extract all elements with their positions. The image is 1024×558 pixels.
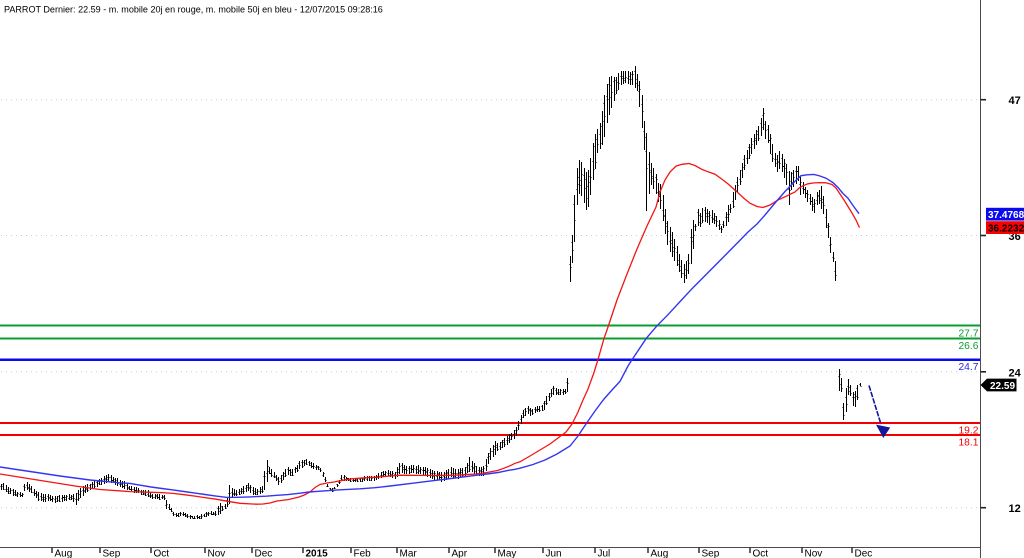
svg-text:Nov: Nov xyxy=(208,549,226,558)
svg-text:Dec: Dec xyxy=(255,549,273,558)
svg-text:19.2: 19.2 xyxy=(958,425,978,436)
svg-text:Nov: Nov xyxy=(805,549,823,558)
svg-text:47: 47 xyxy=(1009,95,1021,107)
svg-text:27.7: 27.7 xyxy=(958,328,978,339)
svg-text:36.2232: 36.2232 xyxy=(988,223,1024,234)
svg-text:Feb: Feb xyxy=(354,549,372,558)
svg-text:18.1: 18.1 xyxy=(958,438,978,449)
svg-text:24.7: 24.7 xyxy=(958,362,978,373)
svg-text:Aug: Aug xyxy=(55,549,73,558)
svg-text:May: May xyxy=(498,549,517,558)
svg-text:12: 12 xyxy=(1009,503,1021,515)
svg-text:Apr: Apr xyxy=(452,549,468,558)
svg-text:Sep: Sep xyxy=(103,549,121,558)
svg-text:26.6: 26.6 xyxy=(958,341,978,352)
svg-text:Jul: Jul xyxy=(598,549,611,558)
svg-text:Oct: Oct xyxy=(154,549,170,558)
svg-text:Mar: Mar xyxy=(400,549,418,558)
svg-text:Sep: Sep xyxy=(702,549,720,558)
svg-text:37.4768: 37.4768 xyxy=(988,210,1024,221)
svg-text:24: 24 xyxy=(1009,367,1022,379)
svg-text:Aug: Aug xyxy=(651,549,669,558)
svg-text:Jun: Jun xyxy=(546,549,562,558)
svg-text:2015: 2015 xyxy=(306,549,329,558)
svg-text:PARROT Dernier: 22.59 - m. mob: PARROT Dernier: 22.59 - m. mobile 20j en… xyxy=(4,4,383,14)
svg-text:22.59: 22.59 xyxy=(990,381,1015,392)
svg-text:Dec: Dec xyxy=(855,549,873,558)
svg-text:Oct: Oct xyxy=(753,549,769,558)
